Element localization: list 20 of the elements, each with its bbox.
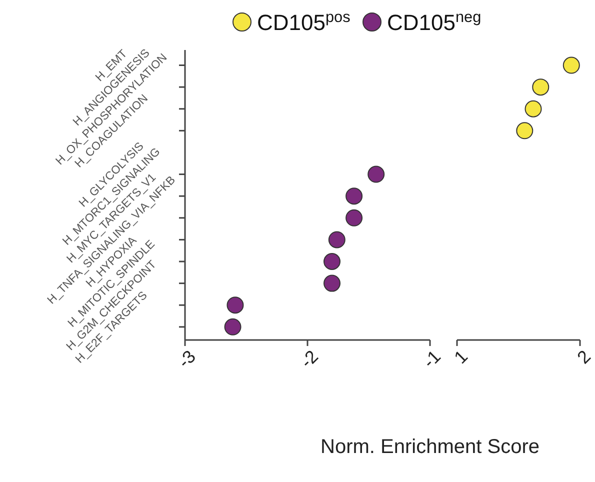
legend-label: CD105$^{neg}$ — [387, 8, 482, 35]
point — [324, 253, 340, 270]
x-tick-label: -1 — [419, 346, 444, 372]
legend-label: CD105$^{pos}$ — [257, 8, 351, 35]
point — [224, 318, 242, 336]
x-tick-label: 1 — [450, 346, 472, 368]
point — [324, 274, 340, 292]
x-tick-label: -3 — [174, 346, 200, 372]
point — [516, 122, 534, 140]
point — [346, 188, 363, 205]
point — [524, 100, 542, 118]
point — [226, 296, 244, 314]
point — [346, 209, 363, 226]
x-axis-title: Norm. Enrichment Score — [320, 436, 540, 459]
point — [532, 78, 550, 96]
point — [328, 231, 346, 248]
point — [368, 166, 385, 183]
x-tick-label: -2 — [296, 346, 322, 372]
point — [562, 56, 580, 74]
x-tick-label: 2 — [573, 346, 594, 368]
